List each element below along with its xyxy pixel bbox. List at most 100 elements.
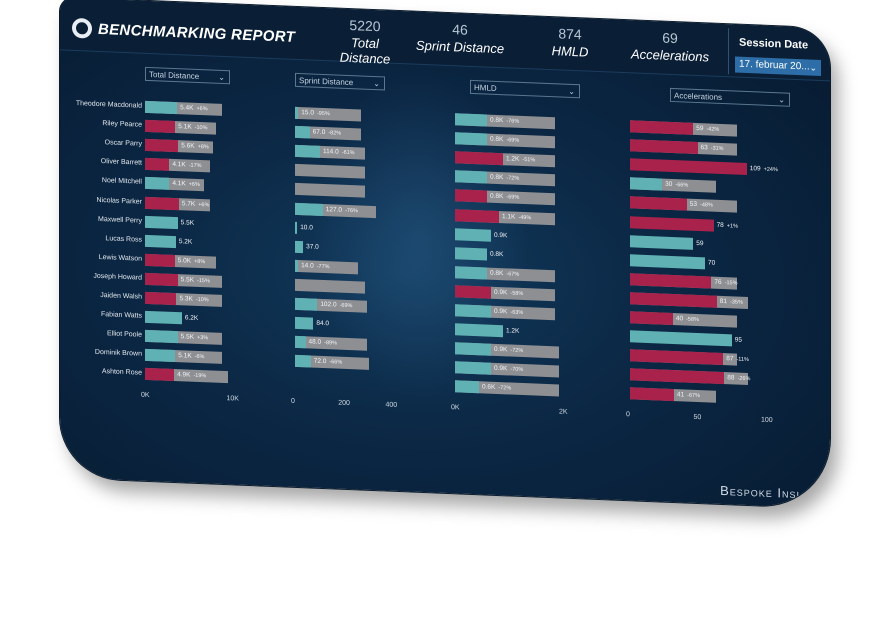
value-bar [455, 170, 487, 184]
value-text: 0.9K [494, 365, 508, 373]
value-text: 76 [714, 278, 722, 286]
value-bar [295, 316, 314, 330]
value-bar [455, 380, 479, 394]
percent-text: -72% [498, 385, 512, 392]
value-text: 67.0 [312, 128, 326, 137]
axis-tick-label: 50 [693, 413, 702, 421]
value-text: 1.1K [502, 212, 516, 221]
data-label: 4.9K -19% [177, 370, 206, 383]
data-label: 87 -11% [726, 353, 749, 366]
value-bar [145, 234, 176, 248]
percent-text: -15% [197, 277, 210, 285]
value-bar [295, 297, 318, 311]
kpi-accelerations: 69 Accelerations [625, 28, 715, 65]
percent-text: -67% [506, 271, 520, 278]
metric-dropdown-label: Accelerations [674, 91, 723, 102]
value-bar [295, 202, 323, 216]
value-bar [145, 310, 182, 325]
value-text: 0.8K [490, 173, 504, 182]
player-name: Fabian Watts [101, 311, 142, 320]
data-label: 10.0 [300, 222, 316, 235]
metric-dropdown-label: Total Distance [149, 69, 200, 82]
value-text: 70 [708, 259, 716, 267]
value-text: 5.1K [178, 352, 192, 360]
kpi-value: 69 [662, 29, 678, 47]
session-date-slicer: Session Date 17. februar 20... ⌄ [728, 28, 829, 79]
percent-text: -26% [737, 375, 751, 383]
percent-text: -10% [195, 296, 209, 304]
value-text: 5.2K [178, 237, 193, 246]
data-label: 5.4K +6% [180, 102, 208, 115]
data-label: 127.0 -76% [326, 204, 358, 217]
player-name: Joseph Howard [93, 272, 142, 282]
chevron-down-icon: ⌄ [218, 72, 225, 83]
value-bar [295, 259, 299, 272]
axis-tick-label: 200 [338, 399, 350, 407]
metric-dropdown-label: HMLD [474, 83, 497, 93]
percent-text: -58% [510, 290, 524, 297]
percent-text: -11% [736, 356, 749, 364]
value-text: 0.8K [490, 135, 504, 144]
percent-text: -66% [675, 182, 689, 189]
data-label: 5.1K -10% [178, 121, 207, 134]
value-text: 40 [675, 315, 684, 323]
percent-text: +6% [198, 201, 210, 208]
club-logo-icon [72, 17, 92, 39]
data-label: 53 -48% [690, 199, 713, 212]
data-label: 0.8K -76% [490, 115, 519, 128]
player-name: Dominik Brown [94, 349, 142, 359]
data-label: 5.7K +6% [182, 198, 210, 211]
data-label: 5.2K [179, 236, 195, 249]
data-label: 41 -67% [677, 390, 700, 403]
data-label: 81 -35% [720, 296, 743, 309]
value-text: 5.5K [180, 276, 195, 284]
chevron-down-icon: ⌄ [809, 62, 817, 73]
percent-text: +24% [763, 166, 778, 174]
metric-dropdown[interactable]: HMLD ⌄ [470, 79, 580, 99]
value-bar [295, 125, 310, 139]
kpi-sprint-distance: 46 Sprint Distance [415, 20, 505, 57]
value-text: 41 [676, 391, 685, 399]
value-text: 14.0 [301, 261, 314, 270]
value-text: 72.0 [313, 357, 327, 366]
value-bar [455, 304, 491, 318]
metric-dropdown[interactable]: Total Distance ⌄ [145, 66, 230, 85]
value-text: 5.0K [177, 256, 192, 265]
percent-text: -69% [506, 194, 520, 202]
value-bar [145, 215, 178, 229]
value-bar [630, 234, 694, 250]
value-text: 37.0 [306, 242, 319, 251]
percent-text: +1% [726, 222, 738, 230]
data-label: 0.9K -58% [494, 287, 523, 300]
percent-text: -48% [700, 202, 713, 210]
value-text: 1.2K [506, 155, 520, 164]
value-text: 59 [696, 239, 704, 247]
data-label: 40 -58% [676, 313, 699, 326]
percent-text: -49% [518, 214, 532, 221]
percent-text: +6% [196, 105, 208, 113]
value-bar [455, 208, 499, 223]
metric-dropdown[interactable]: Sprint Distance ⌄ [295, 72, 385, 91]
percent-text: -89% [324, 340, 337, 347]
value-text: 0.8K [490, 193, 504, 201]
value-bar [455, 113, 487, 127]
data-label: 37.0 [306, 241, 322, 254]
value-bar [145, 253, 175, 267]
value-bar [455, 323, 503, 338]
value-bar [630, 196, 687, 211]
metric-dropdown[interactable]: Accelerations ⌄ [670, 87, 790, 107]
percent-text: -72% [506, 175, 520, 183]
percent-text: +3% [197, 335, 209, 342]
axis-tick-label: 2K [559, 407, 568, 416]
value-bar [630, 139, 698, 155]
value-text: 4.1K [172, 180, 186, 188]
report-canvas: BENCHMARKING REPORT 5220 Total Distance … [60, 0, 830, 509]
value-text: 0.9K [494, 231, 508, 239]
axis-tick-label: 0K [141, 391, 150, 399]
session-date-dropdown[interactable]: 17. februar 20... ⌄ [735, 56, 821, 76]
value-text: 114.0 [322, 148, 339, 156]
value-bar [455, 361, 491, 376]
value-bar [145, 139, 179, 153]
data-label: 1.2K -51% [506, 154, 535, 167]
percent-text: +6% [188, 181, 200, 189]
